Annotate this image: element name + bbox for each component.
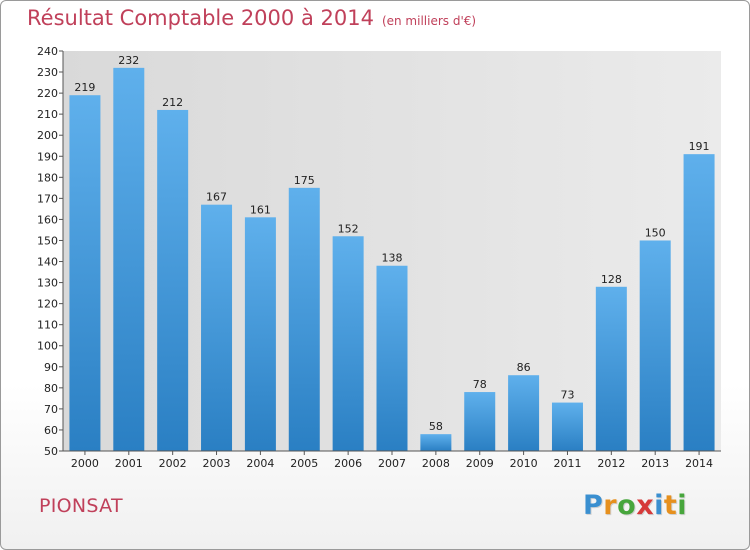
- bar-value-label: 167: [206, 191, 227, 204]
- bar: [508, 375, 540, 451]
- municipality-name: PIONSAT: [39, 495, 123, 517]
- x-tick-label: 2001: [115, 457, 143, 470]
- logo-letter: P: [583, 490, 604, 521]
- bar-value-label: 152: [338, 222, 359, 235]
- y-tick-label: 140: [37, 256, 58, 269]
- bar: [595, 286, 627, 451]
- y-tick-label: 170: [37, 192, 58, 205]
- bar-value-label: 161: [250, 203, 271, 216]
- y-tick-label: 120: [37, 298, 58, 311]
- x-tick-label: 2008: [422, 457, 450, 470]
- x-tick-label: 2012: [597, 457, 625, 470]
- x-tick-label: 2004: [246, 457, 274, 470]
- bar: [201, 204, 233, 451]
- y-tick-label: 230: [37, 66, 58, 79]
- bar-value-label: 150: [645, 226, 666, 239]
- x-tick-label: 2013: [641, 457, 669, 470]
- bar: [420, 434, 452, 451]
- bar-value-label: 73: [560, 389, 574, 402]
- logo-letter: i: [677, 490, 688, 521]
- y-tick-label: 60: [44, 424, 58, 437]
- bar-value-label: 232: [118, 54, 139, 67]
- bar: [69, 95, 101, 452]
- bar: [113, 67, 145, 451]
- y-tick-label: 150: [37, 234, 58, 247]
- x-tick-label: 2014: [685, 457, 713, 470]
- bar-chart: 50 60 70 80 90 100 110 120 130 140 150 160 170 180 190…: [37, 45, 721, 470]
- bar-value-label: 212: [162, 96, 183, 109]
- y-tick-label: 210: [37, 108, 58, 121]
- bar-value-label: 86: [517, 361, 531, 374]
- bar: [157, 109, 189, 452]
- bar: [683, 154, 715, 451]
- logo-letter: t: [663, 490, 678, 521]
- bar: [376, 265, 408, 451]
- y-tick-label: 180: [37, 171, 58, 184]
- bar: [639, 240, 671, 451]
- x-tick-label: 2000: [71, 457, 99, 470]
- bar: [244, 217, 276, 451]
- y-tick-label: 70: [44, 403, 58, 416]
- chart-title: Résultat Comptable 2000 à 2014 (en millie…: [27, 6, 476, 30]
- bar-value-label: 175: [294, 174, 315, 187]
- bar-value-label: 128: [601, 273, 622, 286]
- y-tick-label: 90: [44, 361, 58, 374]
- bar-value-label: 219: [74, 81, 95, 94]
- logo-letter: r: [603, 490, 618, 521]
- y-tick-label: 100: [37, 340, 58, 353]
- y-tick-label: 240: [37, 45, 58, 58]
- y-tick-label: 130: [37, 277, 58, 290]
- y-tick-label: 190: [37, 150, 58, 163]
- y-tick-label: 110: [37, 319, 58, 332]
- logo-letter: i: [654, 490, 664, 521]
- chart-title-text: Résultat Comptable 2000 à 2014: [27, 6, 374, 30]
- bar-value-label: 78: [473, 378, 487, 391]
- x-tick-label: 2002: [159, 457, 187, 470]
- y-tick-label: 50: [44, 445, 58, 458]
- x-tick-label: 2005: [290, 457, 318, 470]
- logo-letter: x: [636, 490, 655, 521]
- x-tick-label: 2006: [334, 457, 362, 470]
- bar: [332, 236, 364, 451]
- y-tick-label: 160: [37, 213, 58, 226]
- x-tick-label: 2007: [378, 457, 406, 470]
- bar-value-label: 58: [429, 420, 443, 433]
- bar: [288, 187, 320, 451]
- logo-letter: o: [617, 490, 637, 521]
- y-tick-label: 220: [37, 87, 58, 100]
- y-tick-label: 80: [44, 382, 58, 395]
- bar: [464, 392, 496, 451]
- x-tick-label: 2009: [466, 457, 494, 470]
- bar-value-label: 191: [689, 140, 710, 153]
- bar: [551, 402, 583, 451]
- proxiti-logo: Proxiti: [583, 490, 687, 521]
- x-tick-label: 2011: [553, 457, 581, 470]
- chart-subtitle: (en milliers d'€): [381, 14, 477, 28]
- y-tick-label: 200: [37, 129, 58, 142]
- x-tick-label: 2003: [203, 457, 231, 470]
- bar-value-label: 138: [382, 252, 403, 265]
- x-tick-label: 2010: [510, 457, 538, 470]
